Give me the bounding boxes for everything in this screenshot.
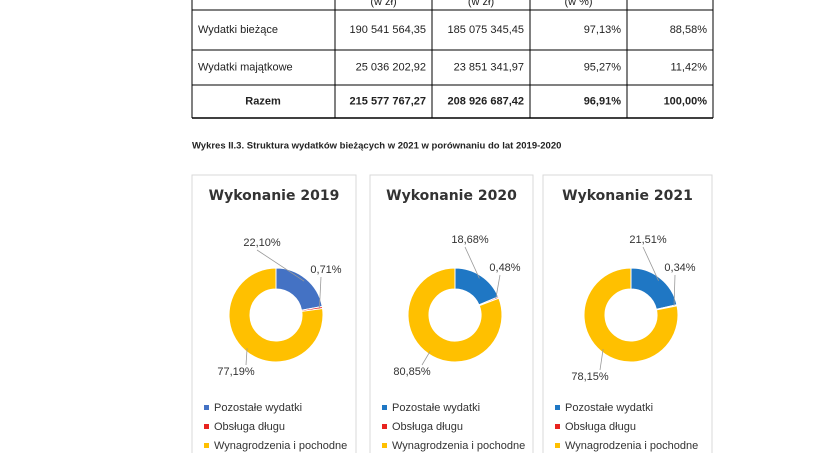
table-cell: 215 577 767,27 — [350, 95, 426, 107]
table-cell: 11,42% — [671, 61, 708, 73]
data-label: 21,51% — [629, 234, 667, 246]
table-header: (w zł) — [468, 0, 494, 8]
legend-label: Wynagrodzenia i pochodne — [565, 440, 698, 452]
table-cell: 25 036 202,92 — [356, 61, 426, 73]
data-label: 80,85% — [393, 366, 431, 378]
legend-swatch — [204, 424, 209, 429]
legend-label: Pozostałe wydatki — [214, 402, 302, 414]
legend-swatch — [204, 443, 209, 448]
table-cell: Razem — [245, 95, 281, 107]
chart-panel — [369, 174, 534, 453]
legend-swatch — [382, 424, 387, 429]
leader-line — [256, 249, 305, 282]
chart-panel — [542, 174, 713, 453]
leader-line — [421, 351, 431, 366]
data-label: 18,68% — [451, 234, 489, 246]
table-cell: 185 075 345,45 — [448, 24, 524, 36]
data-label: 0,48% — [489, 262, 520, 274]
leader-line — [673, 274, 676, 306]
leader-line — [464, 246, 480, 279]
table-cell: 208 926 687,42 — [448, 95, 524, 107]
table-cell: 96,91% — [584, 95, 622, 107]
table-cell: 23 851 341,97 — [454, 61, 524, 73]
legend-label: Obsługa długu — [214, 421, 285, 433]
leader-line — [495, 274, 501, 299]
table-cell: 97,13% — [584, 24, 622, 36]
donut-slice — [228, 267, 324, 363]
legend-swatch — [382, 405, 387, 410]
data-label: 0,34% — [664, 262, 695, 274]
leader-line — [642, 246, 659, 281]
table-cell: Wydatki bieżące — [198, 24, 278, 36]
table-cell: 190 541 564,35 — [350, 24, 426, 36]
data-label: 77,19% — [217, 366, 255, 378]
legend-swatch — [555, 443, 560, 448]
legend-swatch — [204, 405, 209, 410]
donut-slice — [407, 267, 503, 363]
legend-swatch — [555, 424, 560, 429]
legend-label: Wynagrodzenia i pochodne — [214, 440, 347, 452]
donut-slice — [583, 267, 679, 363]
legend-label: Obsługa długu — [392, 421, 463, 433]
chart-panel — [191, 174, 357, 453]
caption: Wykres II.3. Struktura wydatków bieżącyc… — [192, 141, 561, 152]
leader-line — [319, 276, 322, 309]
legend-label: Wynagrodzenia i pochodne — [392, 440, 525, 452]
chart-title: Wykonanie 2021 — [562, 188, 693, 204]
table-header: (w %) — [564, 0, 592, 8]
chart-title: Wykonanie 2020 — [386, 188, 517, 204]
table-cell: Wydatki majątkowe — [198, 61, 293, 73]
table-cell: 95,27% — [584, 61, 622, 73]
legend-label: Obsługa długu — [565, 421, 636, 433]
legend-swatch — [555, 405, 560, 410]
table-cell: 100,00% — [664, 95, 708, 107]
data-label: 78,15% — [571, 371, 609, 383]
legend-label: Pozostałe wydatki — [565, 402, 653, 414]
data-label: 22,10% — [243, 237, 281, 249]
table-header: (w zł) — [370, 0, 396, 8]
table-cell: 88,58% — [670, 24, 708, 36]
leader-line — [245, 348, 248, 366]
leader-line — [599, 348, 604, 371]
legend-swatch — [382, 443, 387, 448]
chart-title: Wykonanie 2019 — [209, 188, 340, 204]
legend-label: Pozostałe wydatki — [392, 402, 480, 414]
data-label: 0,71% — [310, 264, 341, 276]
